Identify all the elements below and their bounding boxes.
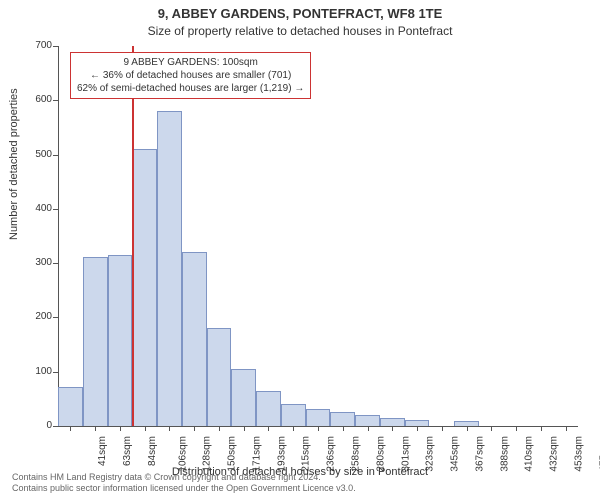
- histogram-bar: [132, 149, 157, 426]
- x-tick-mark: [70, 426, 71, 431]
- legend-box: 9 ABBEY GARDENS: 100sqm← 36% of detached…: [70, 52, 311, 99]
- legend-line-3: 62% of semi-detached houses are larger (…: [77, 82, 304, 95]
- x-tick-mark: [417, 426, 418, 431]
- histogram-bar: [58, 387, 83, 426]
- y-tick-mark: [53, 263, 58, 264]
- histogram-bar: [182, 252, 207, 426]
- x-tick-mark: [244, 426, 245, 431]
- y-tick-mark: [53, 100, 58, 101]
- histogram-bar: [83, 257, 108, 426]
- y-tick-mark: [53, 209, 58, 210]
- histogram-bar: [256, 391, 281, 426]
- x-tick-mark: [194, 426, 195, 431]
- y-tick-mark: [53, 426, 58, 427]
- x-tick-mark: [368, 426, 369, 431]
- x-tick-mark: [318, 426, 319, 431]
- page-title: 9, ABBEY GARDENS, PONTEFRACT, WF8 1TE: [0, 6, 600, 21]
- histogram-bar: [157, 111, 182, 426]
- x-tick-mark: [442, 426, 443, 431]
- x-tick-mark: [392, 426, 393, 431]
- y-tick-label: 700: [22, 40, 52, 51]
- x-tick-mark: [293, 426, 294, 431]
- y-axis-title: Number of detached properties: [8, 88, 20, 240]
- y-tick-label: 600: [22, 94, 52, 105]
- y-tick-mark: [53, 317, 58, 318]
- x-tick-mark: [343, 426, 344, 431]
- y-tick-label: 300: [22, 257, 52, 268]
- x-tick-label: 84sqm: [147, 436, 158, 466]
- footer-line-1: Contains HM Land Registry data © Crown c…: [12, 472, 356, 483]
- x-tick-mark: [541, 426, 542, 431]
- x-tick-mark: [219, 426, 220, 431]
- x-tick-mark: [268, 426, 269, 431]
- legend-line-2: ← 36% of detached houses are smaller (70…: [77, 69, 304, 82]
- y-tick-mark: [53, 372, 58, 373]
- x-tick-mark: [566, 426, 567, 431]
- footer-attribution: Contains HM Land Registry data © Crown c…: [12, 472, 356, 494]
- x-tick-label: 63sqm: [122, 436, 133, 466]
- y-tick-label: 500: [22, 149, 52, 160]
- histogram-bar: [330, 412, 355, 426]
- page-root: 9, ABBEY GARDENS, PONTEFRACT, WF8 1TE Si…: [0, 0, 600, 500]
- y-tick-label: 400: [22, 203, 52, 214]
- histogram-bar: [108, 255, 133, 426]
- histogram-bar: [306, 409, 331, 426]
- x-tick-mark: [516, 426, 517, 431]
- x-tick-mark: [467, 426, 468, 431]
- y-tick-mark: [53, 46, 58, 47]
- x-tick-label: 41sqm: [97, 436, 108, 466]
- histogram-bar: [207, 328, 232, 426]
- histogram-bar: [231, 369, 256, 426]
- y-tick-label: 0: [22, 420, 52, 431]
- y-tick-label: 100: [22, 366, 52, 377]
- x-tick-mark: [145, 426, 146, 431]
- footer-line-2: Contains public sector information licen…: [12, 483, 356, 494]
- x-tick-mark: [95, 426, 96, 431]
- legend-line-1: 9 ABBEY GARDENS: 100sqm: [77, 56, 304, 69]
- page-subtitle: Size of property relative to detached ho…: [0, 24, 600, 38]
- histogram-bar: [380, 418, 405, 426]
- y-axis: [58, 46, 59, 426]
- property-marker-line: [132, 46, 134, 426]
- y-tick-label: 200: [22, 311, 52, 322]
- x-tick-mark: [169, 426, 170, 431]
- x-tick-mark: [120, 426, 121, 431]
- histogram-bar: [281, 404, 306, 426]
- chart-plot-area: 010020030040050060070041sqm63sqm84sqm106…: [58, 46, 578, 426]
- histogram-bar: [355, 415, 380, 426]
- y-tick-mark: [53, 155, 58, 156]
- x-tick-mark: [491, 426, 492, 431]
